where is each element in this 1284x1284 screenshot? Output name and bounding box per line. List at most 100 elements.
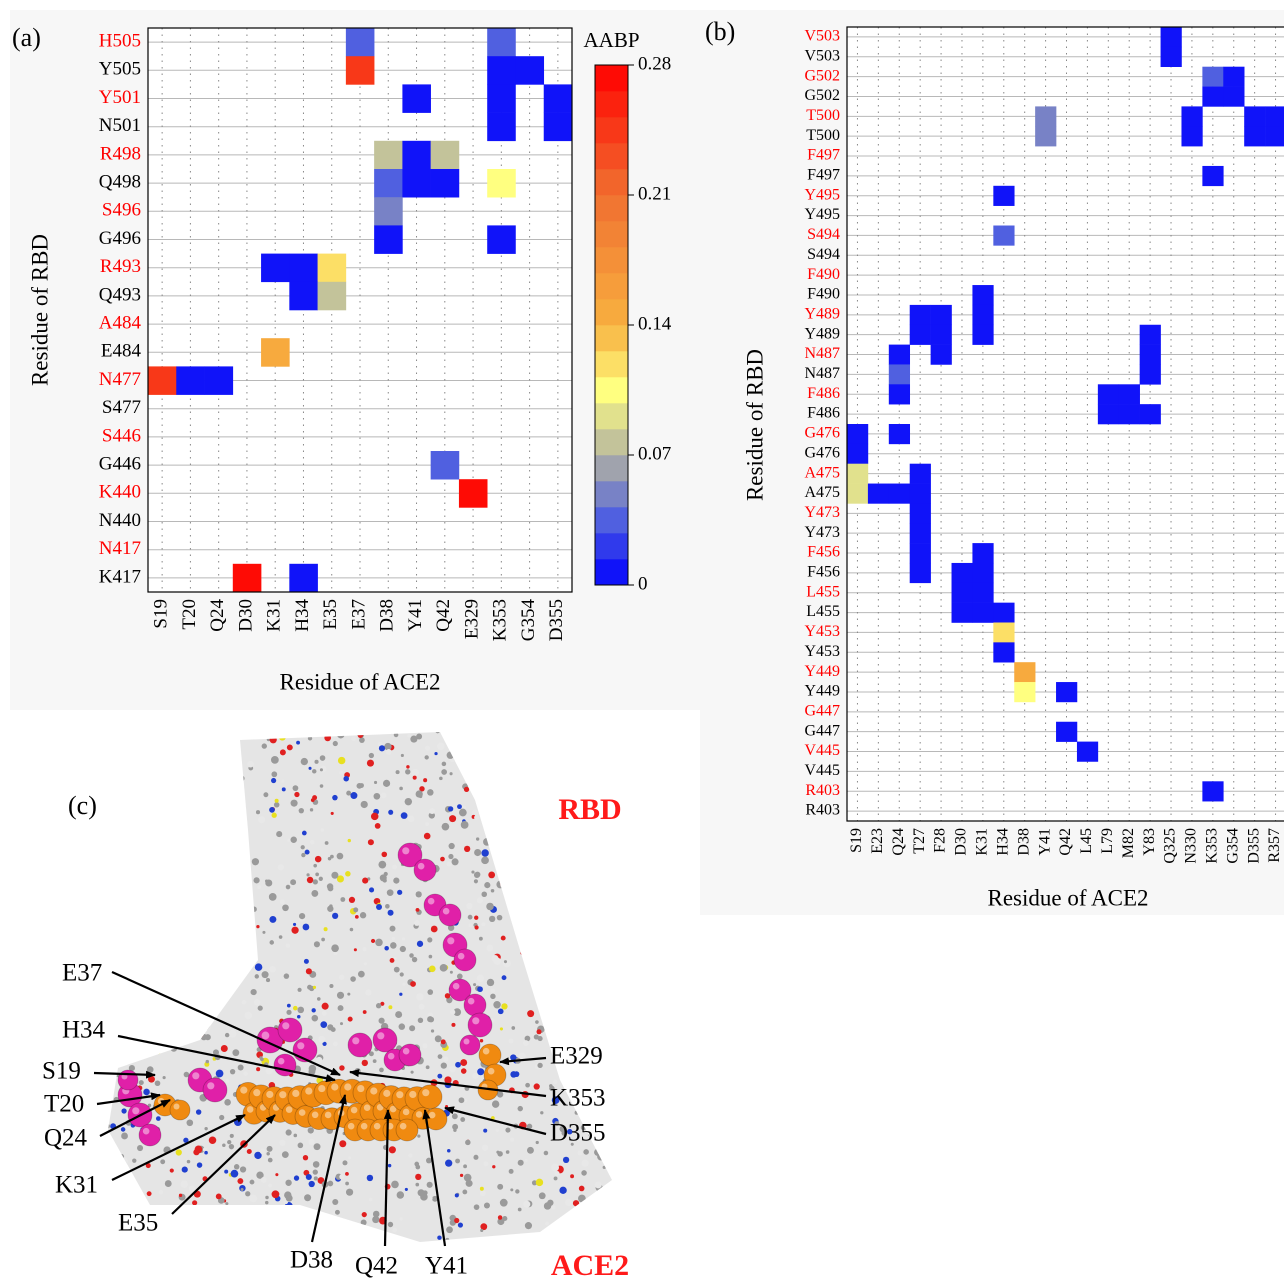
atom bbox=[136, 1025, 142, 1031]
atom bbox=[129, 782, 137, 790]
atom bbox=[269, 893, 277, 901]
atom bbox=[152, 895, 156, 899]
atom bbox=[292, 1206, 299, 1213]
atom bbox=[459, 744, 464, 749]
atom bbox=[114, 807, 119, 812]
atom bbox=[485, 827, 491, 833]
colorbar-band bbox=[595, 195, 628, 221]
atom bbox=[272, 1190, 280, 1198]
atom bbox=[177, 979, 183, 985]
atom bbox=[317, 997, 321, 1001]
atom bbox=[477, 1068, 484, 1075]
atom bbox=[590, 828, 594, 832]
ace2-sphere-shine bbox=[344, 1083, 351, 1090]
atom bbox=[535, 818, 543, 826]
atom bbox=[585, 890, 590, 895]
x-tick-label: Q24 bbox=[207, 599, 228, 632]
atom bbox=[446, 1226, 453, 1233]
ace2-sphere-shine bbox=[351, 1107, 358, 1114]
y-tick-label: G446 bbox=[99, 453, 141, 474]
residue-label: H34 bbox=[62, 1017, 106, 1044]
atom bbox=[368, 839, 374, 845]
heat-cell bbox=[1098, 384, 1119, 404]
atom bbox=[309, 1065, 317, 1073]
atom bbox=[460, 1059, 467, 1066]
atom bbox=[573, 910, 581, 918]
atom bbox=[291, 927, 298, 934]
atom bbox=[447, 1149, 451, 1153]
atom bbox=[580, 868, 584, 872]
atom bbox=[155, 1004, 160, 1009]
atom bbox=[278, 864, 284, 870]
ace2-sphere-shine bbox=[318, 1085, 325, 1092]
atom bbox=[563, 1157, 569, 1163]
heat-cell bbox=[952, 603, 973, 623]
atom bbox=[378, 1233, 385, 1240]
atom bbox=[466, 1180, 473, 1187]
x-tick-label: H34 bbox=[994, 828, 1011, 856]
atom bbox=[274, 802, 280, 808]
atom bbox=[99, 872, 104, 877]
atom bbox=[269, 916, 276, 923]
atom bbox=[426, 1158, 432, 1164]
atom bbox=[115, 1192, 121, 1198]
heat-cell bbox=[1119, 384, 1140, 404]
rbd-sphere-shine bbox=[297, 1042, 304, 1049]
atom bbox=[424, 833, 431, 840]
heat-cell bbox=[1244, 126, 1265, 146]
colorbar-band bbox=[595, 559, 628, 585]
residue-label: Y41 bbox=[425, 1253, 468, 1280]
atom bbox=[135, 1044, 142, 1051]
atom bbox=[170, 808, 177, 815]
y-tick-label: S494 bbox=[807, 226, 840, 243]
atom bbox=[566, 931, 572, 937]
atom bbox=[237, 1178, 243, 1184]
ace2-sphere-shine bbox=[247, 1106, 254, 1113]
atom bbox=[196, 873, 199, 876]
atom bbox=[557, 783, 563, 789]
atom bbox=[348, 1245, 351, 1248]
atom bbox=[182, 773, 189, 780]
molecule-atoms bbox=[97, 727, 622, 1254]
atom bbox=[101, 1215, 106, 1220]
atom bbox=[110, 796, 115, 801]
atom bbox=[526, 822, 533, 829]
atom bbox=[423, 1190, 428, 1195]
x-tick-label: Q325 bbox=[1162, 828, 1179, 864]
atom bbox=[468, 915, 473, 920]
atom bbox=[378, 861, 386, 869]
rbd-sphere-shine bbox=[447, 937, 454, 944]
heat-cell bbox=[889, 484, 910, 504]
heat-cell bbox=[176, 366, 205, 395]
atom bbox=[297, 988, 301, 992]
atom bbox=[408, 815, 415, 822]
atom bbox=[460, 1174, 463, 1177]
rbd-sphere-shine bbox=[418, 863, 425, 870]
atom bbox=[348, 1156, 351, 1159]
atom bbox=[478, 1246, 486, 1254]
heat-cell bbox=[1035, 106, 1056, 126]
atom bbox=[534, 869, 538, 873]
atom bbox=[216, 1193, 222, 1199]
atom bbox=[120, 828, 124, 832]
y-tick-label: F497 bbox=[807, 167, 840, 184]
atom bbox=[172, 1002, 177, 1007]
atom bbox=[427, 1016, 433, 1022]
atom bbox=[578, 1195, 586, 1203]
atom bbox=[590, 917, 596, 923]
ace2-sphere-shine bbox=[361, 1123, 368, 1130]
atom bbox=[227, 921, 233, 927]
atom bbox=[574, 876, 579, 881]
atom bbox=[170, 984, 177, 991]
atom bbox=[569, 937, 575, 943]
y-tick-label: Q493 bbox=[99, 284, 141, 305]
heat-cell bbox=[1056, 682, 1077, 702]
rbd-sphere-body bbox=[468, 1013, 492, 1037]
atom bbox=[588, 931, 595, 938]
atom bbox=[318, 1036, 325, 1043]
atom bbox=[465, 1140, 470, 1145]
atom bbox=[178, 1210, 186, 1218]
rbd-sphere-shine bbox=[377, 1032, 384, 1039]
ace2-sphere-shine bbox=[483, 1048, 490, 1055]
atom bbox=[147, 1066, 154, 1073]
